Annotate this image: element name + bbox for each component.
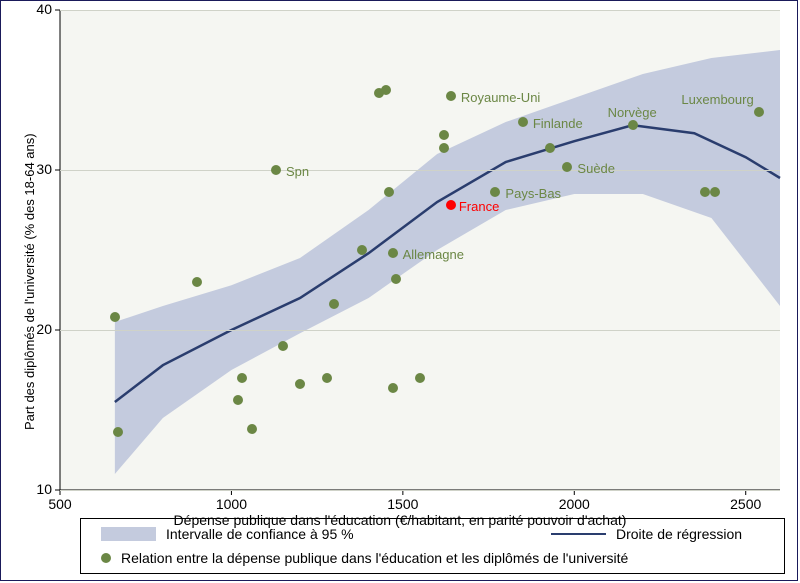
scatter-point <box>388 248 398 258</box>
scatter-point-label: Royaume-Uni <box>461 90 540 105</box>
x-tick-label: 1000 <box>211 496 251 512</box>
scatter-point-label: Finlande <box>533 116 583 131</box>
legend-line-swatch <box>551 533 606 535</box>
scatter-point <box>518 117 528 127</box>
scatter-point <box>439 130 449 140</box>
legend-line-label: Droite de régression <box>616 526 742 542</box>
x-axis-label: Dépense publique dans l'éducation (€/hab… <box>0 512 800 528</box>
x-tick-label: 1500 <box>383 496 423 512</box>
y-gridline <box>60 330 780 331</box>
scatter-point <box>391 274 401 284</box>
scatter-point <box>545 143 555 153</box>
x-tick-label: 500 <box>40 496 80 512</box>
y-tick-label: 10 <box>36 481 52 497</box>
scatter-point <box>110 312 120 322</box>
scatter-point <box>278 341 288 351</box>
scatter-point <box>271 165 281 175</box>
scatter-point <box>415 373 425 383</box>
scatter-point-label: Norvège <box>608 105 657 120</box>
scatter-point <box>381 85 391 95</box>
y-gridline <box>60 10 780 11</box>
scatter-point-highlight <box>446 200 456 210</box>
scatter-point-label: Luxembourg <box>681 92 753 107</box>
y-gridline <box>60 170 780 171</box>
legend-band-swatch <box>101 527 156 541</box>
scatter-point <box>439 143 449 153</box>
x-tick-label: 2000 <box>554 496 594 512</box>
y-tick-label: 30 <box>36 161 52 177</box>
scatter-point-label: Allemagne <box>403 247 464 262</box>
scatter-point-label: Spn <box>286 164 309 179</box>
legend-dot-swatch <box>101 553 111 563</box>
scatter-point <box>628 120 638 130</box>
x-tick-label: 2500 <box>726 496 766 512</box>
legend-band-label: Intervalle de confiance à 95 % <box>166 526 354 542</box>
scatter-point <box>700 187 710 197</box>
y-tick-label: 20 <box>36 321 52 337</box>
scatter-point-label: Pays-Bas <box>505 186 561 201</box>
y-tick-label: 40 <box>36 1 52 17</box>
y-axis-label: Part des diplômés de l'université (% des… <box>22 133 37 430</box>
scatter-point <box>237 373 247 383</box>
y-gridline <box>60 490 780 491</box>
scatter-point <box>357 245 367 255</box>
legend-scatter-label: Relation entre la dépense publique dans … <box>121 550 628 566</box>
scatter-point-label: France <box>459 199 499 214</box>
scatter-point-label: Suède <box>577 161 615 176</box>
scatter-point <box>388 383 398 393</box>
